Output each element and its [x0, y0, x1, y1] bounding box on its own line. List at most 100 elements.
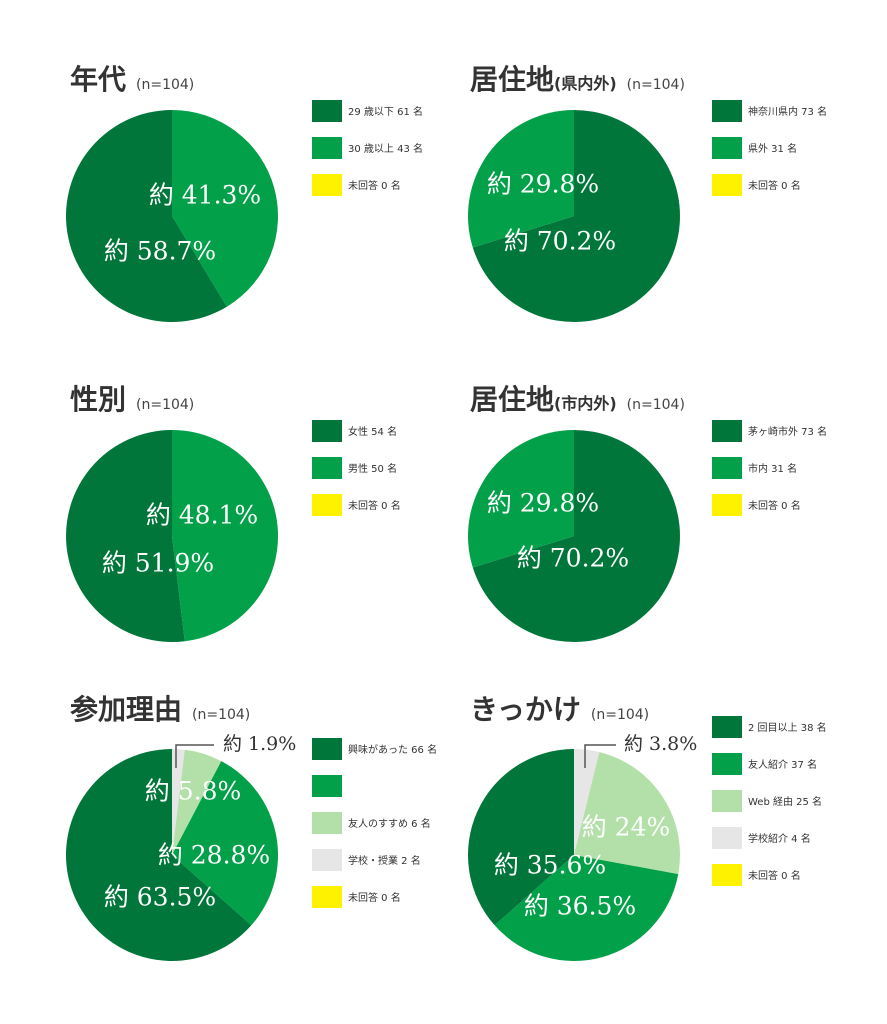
chart-0-legend-swatch-1 — [312, 136, 342, 159]
chart-0-sample-size: (n=104) — [136, 77, 195, 93]
chart-4-slice-3 — [65, 749, 252, 962]
chart-2-legend-label-1: 男性 50 名 — [348, 464, 398, 475]
chart-3-legend-label-0: 茅ヶ崎市外 73 名 — [748, 427, 828, 438]
chart-4-legend-swatch-2 — [312, 811, 342, 834]
chart-2-slice-label-1: 約 51.9% — [102, 549, 214, 578]
chart-1-title-sub: (県内外) — [554, 74, 617, 93]
chart-2-legend-label-0: 女性 54 名 — [348, 427, 398, 438]
chart-4-slice-0 — [172, 749, 185, 855]
chart-4-slice-2 — [172, 761, 278, 926]
chart-0-legend-label-0: 29 歳以下 61 名 — [348, 107, 423, 118]
chart-4-slice-1 — [172, 749, 222, 855]
chart-0-slice-label-1: 約 58.7% — [104, 237, 216, 266]
chart-5-title-text: きっかけ — [470, 693, 581, 726]
chart-3-legend-item-2: 未回答 0 名 — [712, 486, 827, 523]
chart-5-legend-label-1: 友人紹介 37 名 — [748, 760, 818, 771]
chart-1-legend-item-1: 県外 31 名 — [712, 129, 827, 166]
chart-3-legend-item-0: 茅ヶ崎市外 73 名 — [712, 412, 827, 449]
chart-5-title: きっかけ (n=104) — [470, 688, 649, 728]
chart-4-leader-line — [175, 744, 214, 768]
chart-4-legend-label-0: 興味があった 66 名 — [348, 745, 438, 756]
chart-1-slice-label-1: 約 29.8% — [487, 170, 599, 199]
chart-0-legend-label-1: 30 歳以上 43 名 — [348, 144, 423, 155]
chart-4-legend-label-4: 未回答 0 名 — [348, 893, 401, 904]
chart-5-leader-line — [584, 744, 616, 768]
chart-2-title: 性別 (n=104) — [70, 378, 194, 418]
chart-0-legend-item-2: 未回答 0 名 — [312, 166, 423, 203]
chart-1-slice-0 — [472, 110, 680, 322]
chart-3-legend-label-2: 未回答 0 名 — [748, 501, 801, 512]
chart-4-legend-item-4: 未回答 0 名 — [312, 878, 437, 915]
chart-5-legend-swatch-4 — [712, 863, 742, 886]
chart-4-slice-label-0: 約 1.9% — [223, 733, 296, 755]
chart-0-legend-swatch-2 — [312, 173, 342, 196]
chart-5-legend-label-0: 2 回目以上 38 名 — [748, 723, 827, 734]
chart-3-title-text: 居住地 — [470, 383, 555, 416]
chart-0-slice-0 — [172, 110, 278, 307]
chart-4-legend-item-0: 興味があった 66 名 — [312, 730, 437, 767]
chart-2-legend-item-0: 女性 54 名 — [312, 412, 401, 449]
chart-0-legend-item-0: 29 歳以下 61 名 — [312, 92, 423, 129]
chart-0-slice-1 — [65, 110, 227, 322]
chart-0-legend: 29 歳以下 61 名 30 歳以上 43 名未回答 0 名 — [312, 92, 423, 203]
chart-1-legend-label-2: 未回答 0 名 — [748, 181, 801, 192]
chart-3-legend: 茅ヶ崎市外 73 名市内 31 名未回答 0 名 — [712, 412, 827, 523]
chart-5-slice-0 — [574, 749, 600, 855]
chart-4-legend-swatch-0 — [312, 737, 342, 760]
chart-4-legend-swatch-3 — [312, 848, 342, 871]
chart-0-legend-swatch-0 — [312, 99, 342, 122]
chart-1-legend: 神奈川県内 73 名県外 31 名未回答 0 名 — [712, 92, 827, 203]
chart-3-title: 居住地(市内外) (n=104) — [470, 378, 685, 418]
chart-4-slice-label-1: 約 5.8% — [145, 777, 241, 806]
chart-5-legend-swatch-2 — [712, 789, 742, 812]
chart-5-slice-3 — [468, 749, 574, 926]
chart-4-legend-item-2: 友人のすすめ 6 名 — [312, 804, 437, 841]
chart-1-slice-1 — [467, 110, 574, 248]
chart-5-legend-swatch-1 — [712, 752, 742, 775]
chart-4-legend-item-1 — [312, 767, 437, 804]
chart-2-legend-item-2: 未回答 0 名 — [312, 486, 401, 523]
chart-5-legend-item-3: 学校紹介 4 名 — [712, 819, 827, 856]
chart-0-legend-label-2: 未回答 0 名 — [348, 181, 401, 192]
chart-5-slice-label-3: 約 36.5% — [524, 892, 636, 921]
chart-3-slice-label-0: 約 70.2% — [517, 544, 629, 573]
chart-0-slice-label-0: 約 41.3% — [149, 181, 261, 210]
chart-4-slice-label-3: 約 63.5% — [104, 883, 216, 912]
chart-5-slice-label-2: 約 35.6% — [494, 851, 606, 880]
chart-5-slice-label-0: 約 3.8% — [624, 733, 697, 755]
chart-1-legend-swatch-0 — [712, 99, 742, 122]
chart-5-legend-label-3: 学校紹介 4 名 — [748, 834, 811, 845]
chart-2-legend-item-1: 男性 50 名 — [312, 449, 401, 486]
chart-1-legend-label-1: 県外 31 名 — [748, 144, 798, 155]
chart-4-legend-swatch-4 — [312, 885, 342, 908]
chart-3-legend-label-1: 市内 31 名 — [748, 464, 798, 475]
chart-2-slice-0 — [172, 430, 279, 642]
chart-5-legend-item-1: 友人紹介 37 名 — [712, 745, 827, 782]
chart-3-sample-size: (n=104) — [626, 397, 685, 413]
chart-3-legend-swatch-1 — [712, 456, 742, 479]
chart-4-title: 参加理由 (n=104) — [70, 688, 250, 728]
chart-5-legend-swatch-0 — [712, 715, 742, 738]
chart-2-sample-size: (n=104) — [136, 397, 195, 413]
chart-1-legend-label-0: 神奈川県内 73 名 — [748, 107, 828, 118]
chart-1-slice-label-0: 約 70.2% — [504, 227, 616, 256]
chart-4-legend-swatch-1 — [312, 774, 342, 797]
chart-5-slice-1 — [574, 752, 680, 875]
chart-4-legend-label-2: 友人のすすめ 6 名 — [348, 819, 431, 830]
chart-4-slice-label-2: 約 28.8% — [158, 841, 270, 870]
chart-5-slice-2 — [494, 855, 679, 961]
chart-5-legend-item-0: 2 回目以上 38 名 — [712, 708, 827, 745]
chart-1-legend-swatch-2 — [712, 173, 742, 196]
chart-5-slice-label-1: 約 24% — [582, 813, 671, 842]
chart-5-legend-item-4: 未回答 0 名 — [712, 856, 827, 893]
chart-0-legend-item-1: 30 歳以上 43 名 — [312, 129, 423, 166]
chart-3-slice-1 — [467, 430, 574, 568]
chart-1-title: 居住地(県内外) (n=104) — [470, 58, 685, 98]
chart-4-sample-size: (n=104) — [192, 707, 251, 723]
chart-5-sample-size: (n=104) — [590, 707, 650, 723]
chart-4-legend: 興味があった 66 名友人のすすめ 6 名学校・授業 2 名未回答 0 名 — [312, 730, 437, 915]
chart-5-legend-label-4: 未回答 0 名 — [748, 871, 801, 882]
chart-3-legend-swatch-2 — [712, 493, 742, 516]
chart-2-slice-label-0: 約 48.1% — [146, 501, 258, 530]
chart-5-legend-item-2: Web 経由 25 名 — [712, 782, 827, 819]
